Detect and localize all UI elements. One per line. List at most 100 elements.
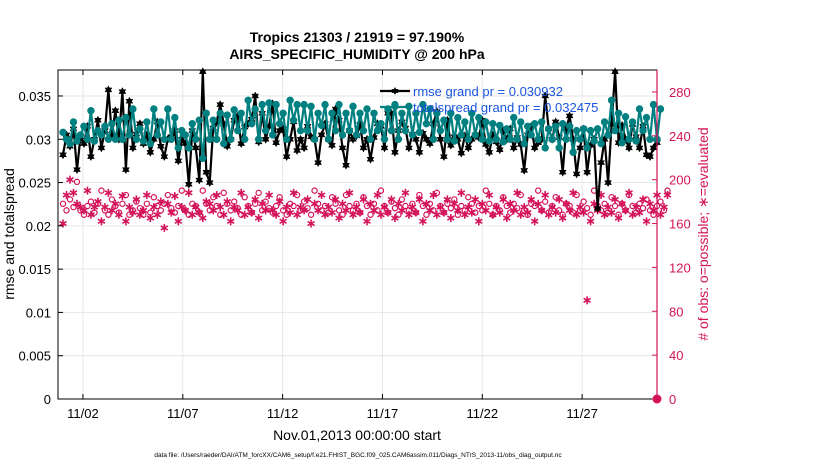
- evaluated-count-point: [170, 192, 179, 201]
- evaluated-count-point: [195, 208, 204, 217]
- evaluated-count-point: [125, 203, 134, 212]
- star-stroke: [387, 196, 396, 203]
- star-stroke: [83, 187, 92, 194]
- star-stroke: [62, 192, 71, 198]
- evaluated-count-point: [146, 214, 155, 223]
- possible-count-point: [367, 211, 374, 218]
- totalspread-point: [370, 109, 378, 117]
- possible-count-point: [108, 196, 116, 203]
- rmse-point: [146, 147, 155, 157]
- possible-count-point: [398, 196, 406, 203]
- rmse-point: [198, 67, 207, 77]
- possible-count-point: [66, 196, 74, 203]
- star-stroke: [293, 212, 301, 218]
- totalspread-point: [412, 109, 420, 117]
- star-stroke: [450, 201, 459, 207]
- totalspread-point: [586, 126, 595, 135]
- totalspread-point: [534, 135, 542, 143]
- rmse-point: [558, 167, 567, 177]
- evaluated-count-point: [492, 203, 501, 212]
- evaluated-count-point: [656, 210, 665, 219]
- star-stroke: [240, 212, 249, 218]
- possible-count-point: [59, 200, 67, 207]
- star-stroke: [69, 190, 78, 196]
- totalspread-point: [268, 131, 277, 139]
- star-stroke: [537, 207, 546, 214]
- evaluated-count-point: [335, 214, 343, 223]
- evaluated-count-point: [359, 195, 368, 204]
- totalspread-point: [129, 105, 137, 113]
- x-tick-label: 11/12: [267, 406, 299, 421]
- totalspread-point: [272, 100, 280, 109]
- star-stroke: [485, 192, 494, 198]
- totalspread-point: [227, 135, 235, 143]
- star-stroke: [429, 192, 438, 198]
- totalspread-point: [160, 135, 169, 143]
- evaluated-count-point: [69, 188, 78, 197]
- totalspread-point: [544, 125, 553, 133]
- evaluated-count-point: [625, 188, 633, 197]
- totalspread-point: [317, 121, 326, 130]
- star-stroke: [426, 207, 434, 214]
- star-stroke: [607, 209, 616, 216]
- totalspread-point: [188, 119, 196, 128]
- rmse-point: [436, 134, 445, 144]
- star-stroke: [405, 212, 413, 218]
- star-stroke: [345, 190, 354, 196]
- star-stroke: [558, 215, 567, 221]
- possible-count-point: [657, 198, 664, 205]
- possible-count-point: [419, 202, 427, 210]
- star-stroke: [527, 196, 536, 203]
- star-stroke: [614, 215, 623, 221]
- star-stroke: [146, 215, 155, 221]
- totalspread-point: [181, 131, 189, 139]
- rmse-point: [174, 156, 183, 166]
- evaluated-count-point: [216, 203, 225, 212]
- x-tick-label: 11/22: [467, 406, 499, 421]
- star-stroke: [649, 207, 658, 214]
- possible-count-point: [552, 194, 559, 201]
- legend-marker: [391, 103, 399, 111]
- evaluated-count-point: [611, 195, 619, 204]
- evaluated-count-point: [377, 210, 385, 219]
- evaluated-count-point: [453, 206, 462, 215]
- evaluated-count-point: [446, 214, 455, 223]
- evaluated-count-point: [408, 203, 417, 212]
- evaluated-count-point: [205, 199, 214, 208]
- possible-count-point: [541, 198, 549, 205]
- evaluated-count-point: [188, 210, 197, 219]
- star-stroke: [170, 193, 179, 199]
- totalspread-point: [614, 109, 623, 117]
- evaluated-count-point: [230, 203, 239, 212]
- star-stroke: [307, 220, 315, 227]
- possible-count-point: [262, 198, 269, 205]
- evaluated-count-point: [90, 203, 99, 212]
- totalspread-point: [527, 131, 535, 139]
- evaluated-count-point: [139, 206, 148, 215]
- star-stroke: [321, 212, 329, 218]
- possible-count-point: [569, 209, 577, 216]
- possible-count-point: [328, 194, 336, 201]
- evaluated-count-point: [495, 208, 504, 217]
- possible-count-point: [601, 200, 608, 207]
- star-stroke: [391, 215, 399, 221]
- star-stroke: [101, 204, 109, 210]
- totalspread-point: [108, 119, 116, 128]
- totalspread-point: [164, 105, 172, 113]
- star-stroke: [303, 196, 312, 203]
- totalspread-point: [335, 100, 343, 109]
- star-stroke: [247, 209, 256, 216]
- evaluated-count-point: [506, 199, 515, 208]
- totalspread-point: [223, 111, 231, 119]
- totalspread-point: [621, 113, 630, 121]
- totalspread-point: [562, 135, 570, 143]
- star-stroke: [251, 196, 260, 203]
- star-stroke: [195, 209, 204, 216]
- totalspread-point: [69, 118, 78, 126]
- possible-count-point: [580, 198, 587, 205]
- evaluated-count-point: [160, 223, 169, 232]
- totalspread-point: [254, 135, 263, 143]
- evaluated-count-point: [97, 217, 106, 226]
- totalspread-point: [66, 139, 74, 148]
